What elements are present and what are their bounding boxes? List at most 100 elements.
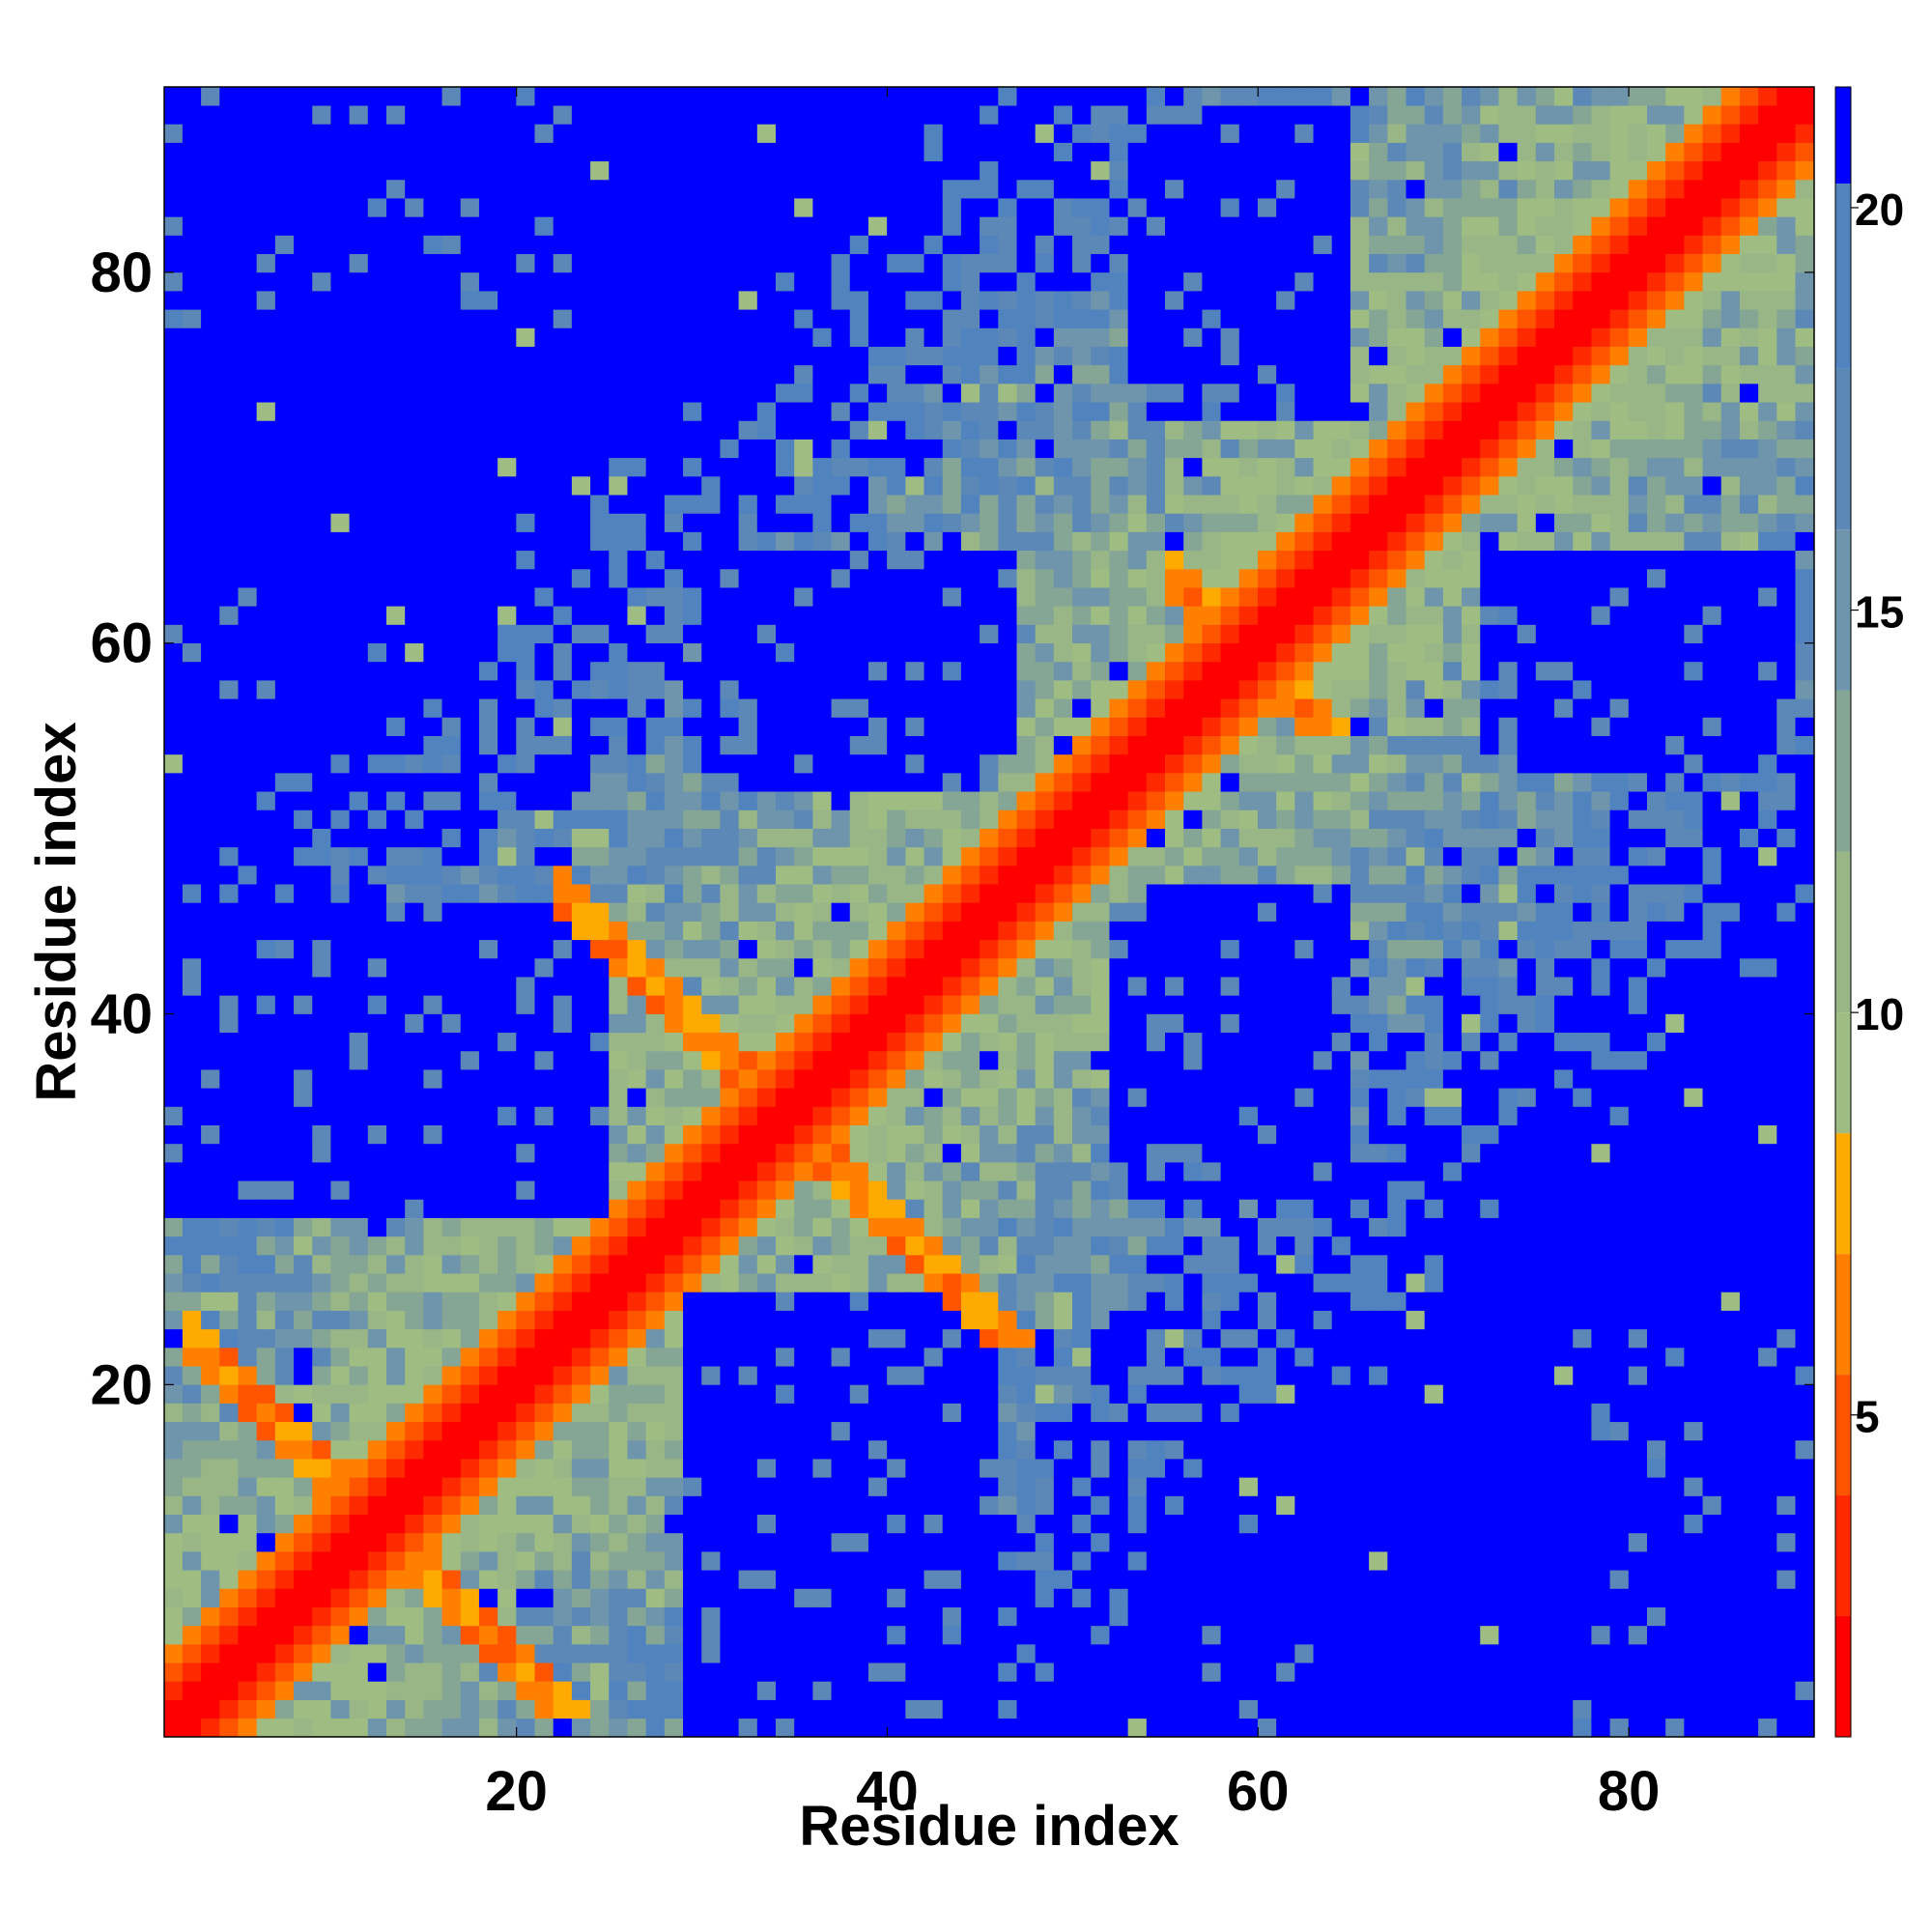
heatmap-cell [794,1569,813,1589]
heatmap-cell [683,661,702,681]
heatmap-cell [776,698,795,718]
heatmap-cell [1072,1384,1092,1404]
heatmap-cell [756,1347,777,1367]
heatmap-cell [645,1328,666,1349]
heatmap-cell [367,1681,387,1700]
heatmap-cell [553,179,573,199]
heatmap-cell [1146,1718,1166,1738]
heatmap-cell [349,1550,369,1571]
heatmap-cell [1091,586,1111,607]
heatmap-cell [776,642,795,663]
heatmap-cell [1146,1106,1166,1125]
heatmap-cell [182,1625,202,1645]
heatmap-cell [590,124,610,143]
heatmap-cell [385,828,406,848]
heatmap-cell [256,327,276,347]
heatmap-cell [497,1514,517,1534]
heatmap-cell [905,1421,925,1441]
heatmap-cell [219,531,240,552]
heatmap-cell [312,142,332,162]
heatmap-cell [645,957,666,978]
heatmap-cell [664,1013,684,1034]
heatmap-cell [534,364,554,384]
heatmap-cell [441,976,462,996]
heatmap-cell [812,1681,833,1700]
heatmap-cell [887,1643,906,1663]
heatmap-cell [219,957,240,978]
heatmap-cell [960,846,980,867]
heatmap-cell [776,494,795,514]
heatmap-cell [812,810,833,829]
heatmap-cell [609,1643,629,1663]
heatmap-cell [238,1088,258,1107]
heatmap-cell [349,550,369,570]
heatmap-cell [701,1718,722,1738]
heatmap-cell [887,679,906,699]
heatmap-cell [794,902,813,922]
heatmap-cell [683,1310,702,1330]
heatmap-cell [460,1625,480,1645]
heatmap-cell [201,142,220,162]
heatmap-cell [516,142,536,162]
heatmap-cell [609,902,629,922]
heatmap-cell [238,86,258,106]
heatmap-cell [627,142,647,162]
heatmap-cell [441,142,462,162]
heatmap-cell [776,1569,795,1589]
heatmap-cell [1091,1013,1111,1034]
heatmap-cell [942,327,962,347]
heatmap-cell [516,494,536,514]
heatmap-cell [1091,939,1111,959]
heatmap-cell [942,1347,962,1367]
heatmap-cell [553,1328,573,1349]
heatmap-cell [571,1032,591,1052]
heatmap-cell [776,86,795,106]
heatmap-cell [1072,216,1092,236]
heatmap-cell [867,1254,888,1274]
heatmap-cell [478,475,498,496]
heatmap-cell [720,1143,740,1163]
heatmap-cell [163,921,184,941]
heatmap-cell [1016,1588,1037,1607]
heatmap-cell [1053,346,1073,366]
heatmap-cell [1109,1365,1129,1385]
heatmap-cell [831,1365,851,1385]
heatmap-cell [238,902,258,922]
heatmap-cell [720,1050,740,1070]
heatmap-cell [294,1514,313,1534]
heatmap-cell [1035,420,1055,440]
heatmap-cell [274,531,295,552]
heatmap-cell [201,1569,220,1589]
heatmap-cell [720,327,740,347]
heatmap-cell [367,1403,387,1423]
heatmap-cell [1183,346,1203,366]
heatmap-cell [441,1699,462,1719]
heatmap-cell [831,921,851,941]
heatmap-cell [609,1458,629,1478]
heatmap-cell [405,1254,424,1274]
heatmap-cell [1091,1643,1111,1663]
heatmap-cell [534,160,554,181]
heatmap-cell [1127,957,1148,978]
heatmap-cell [942,346,962,366]
heatmap-cell [794,1199,813,1218]
heatmap-cell [701,679,722,699]
heatmap-cell [478,1088,498,1107]
heatmap-cell [553,772,573,792]
heatmap-cell [923,1068,944,1089]
heatmap-cell [1035,1532,1055,1552]
heatmap-cell [219,624,240,644]
heatmap-cell [720,661,740,681]
heatmap-cell [330,921,351,941]
heatmap-cell [330,1310,351,1330]
heatmap-cell [534,642,554,663]
heatmap-cell [1091,1421,1111,1441]
heatmap-cell [756,1662,777,1682]
heatmap-cell [1127,531,1148,552]
heatmap-cell [1016,1514,1037,1534]
heatmap-cell [756,1495,777,1516]
heatmap-cell [1091,1550,1111,1571]
heatmap-cell [1165,568,1184,588]
heatmap-cell [312,1124,332,1145]
heatmap-cell [905,790,925,810]
